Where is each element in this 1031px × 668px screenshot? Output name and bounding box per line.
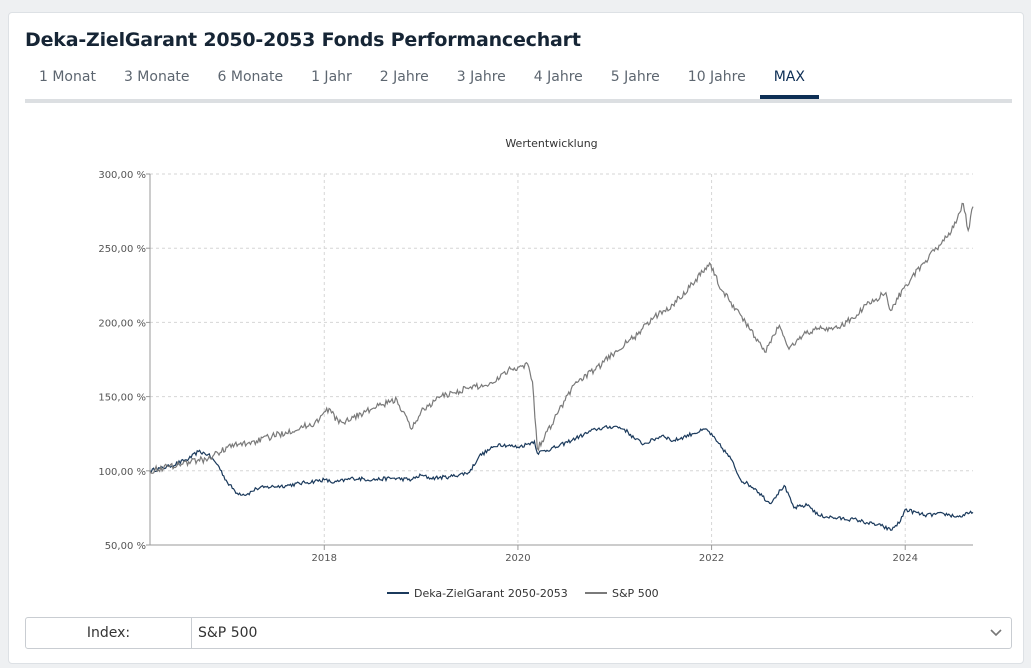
index-select[interactable]: Index: S&P 500 bbox=[25, 617, 1012, 649]
tab-1-monat[interactable]: 1 Monat bbox=[39, 69, 96, 85]
y-tick-label: 300,00 % bbox=[98, 170, 146, 181]
x-tick-label: 2022 bbox=[699, 553, 724, 564]
y-tick-label: 200,00 % bbox=[98, 318, 146, 329]
tab-6-monate[interactable]: 6 Monate bbox=[217, 69, 284, 85]
x-tick-label: 2020 bbox=[505, 553, 530, 564]
y-tick-label: 100,00 % bbox=[98, 467, 146, 478]
series-line-sp500 bbox=[149, 202, 974, 474]
tab-10-jahre[interactable]: 10 Jahre bbox=[687, 69, 746, 85]
tab-1-jahr[interactable]: 1 Jahr bbox=[311, 69, 352, 85]
index-select-current: S&P 500 bbox=[198, 625, 258, 641]
index-select-label: Index: bbox=[26, 618, 192, 648]
performance-chart-card: Deka-ZielGarant 2050-2053 Fonds Performa… bbox=[8, 12, 1024, 664]
x-tick-label: 2018 bbox=[312, 553, 337, 564]
legend-label-fund: Deka-ZielGarant 2050-2053 bbox=[414, 587, 568, 600]
y-tick-label: 250,00 % bbox=[98, 244, 146, 255]
index-select-value[interactable]: S&P 500 bbox=[192, 618, 1011, 648]
y-tick-label: 50,00 % bbox=[105, 541, 146, 552]
x-tick-label: 2024 bbox=[892, 553, 917, 564]
page-title: Deka-ZielGarant 2050-2053 Fonds Performa… bbox=[25, 29, 581, 51]
tab-4-jahre[interactable]: 4 Jahre bbox=[533, 69, 583, 85]
tab-5-jahre[interactable]: 5 Jahre bbox=[610, 69, 660, 85]
tab-3-monate[interactable]: 3 Monate bbox=[123, 69, 190, 85]
tab-2-jahre[interactable]: 2 Jahre bbox=[379, 69, 429, 85]
chart-title: Wertentwicklung bbox=[505, 137, 597, 150]
legend-label-sp500: S&P 500 bbox=[612, 587, 659, 600]
tab-3-jahre[interactable]: 3 Jahre bbox=[456, 69, 506, 85]
series-line-fund bbox=[149, 425, 974, 532]
performance-chart: Wertentwicklung 50,00 % 100,00 % 150,00 % 20… bbox=[98, 137, 974, 600]
y-tick-label: 150,00 % bbox=[98, 393, 146, 404]
chevron-down-icon[interactable] bbox=[989, 626, 1003, 640]
tab-max[interactable]: MAX bbox=[759, 65, 819, 99]
period-tabs: 1 Monat 3 Monate 6 Monate 1 Jahr 2 Jahre 3 Ja… bbox=[25, 65, 1012, 103]
